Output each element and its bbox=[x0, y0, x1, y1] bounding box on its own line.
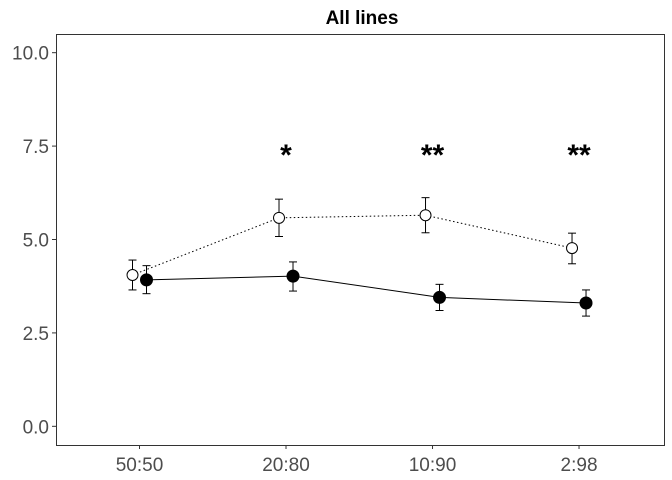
x-tick-label: 20:80 bbox=[262, 455, 310, 476]
x-tick-label: 10:90 bbox=[409, 455, 457, 476]
y-tick-label: 10.0 bbox=[12, 44, 49, 65]
significance-marker: ** bbox=[421, 139, 445, 172]
significance-marker: * bbox=[280, 139, 292, 172]
chart-title: All lines bbox=[326, 8, 399, 29]
y-tick-label: 7.5 bbox=[23, 137, 49, 158]
x-tick-label: 2:98 bbox=[561, 455, 598, 476]
series-2 bbox=[140, 261, 593, 317]
data-point bbox=[566, 242, 579, 255]
series-line bbox=[132, 214, 573, 276]
x-tick-label: 50:50 bbox=[116, 455, 164, 476]
data-point bbox=[286, 269, 300, 283]
y-tick-label: 5.0 bbox=[23, 231, 49, 252]
data-point bbox=[273, 211, 286, 224]
annotation-layer: * ** ** bbox=[280, 139, 591, 172]
plot-panel bbox=[56, 34, 665, 446]
data-point bbox=[579, 296, 593, 310]
significance-marker: ** bbox=[567, 139, 591, 172]
series-line bbox=[146, 275, 587, 304]
data-point bbox=[419, 209, 432, 222]
data-point bbox=[433, 290, 447, 304]
y-tick-label: 2.5 bbox=[23, 324, 49, 345]
data-point bbox=[126, 268, 139, 281]
series-layer bbox=[126, 197, 593, 317]
series-1 bbox=[126, 197, 579, 291]
x-axis: 50:50 20:80 10:90 2:98 bbox=[116, 445, 598, 476]
y-tick-label: 0.0 bbox=[23, 417, 49, 438]
y-axis: 0.0 2.5 5.0 7.5 10.0 bbox=[12, 44, 56, 438]
data-point bbox=[140, 273, 154, 287]
